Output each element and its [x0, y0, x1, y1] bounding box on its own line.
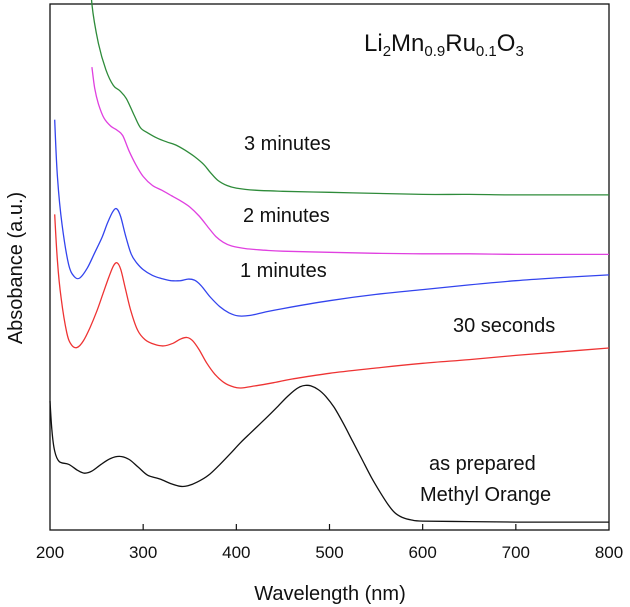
- compound-formula-label: Li2Mn0.9Ru0.1O3: [364, 30, 524, 60]
- formula-part-0: Li: [364, 30, 383, 57]
- formula-part-6: O: [497, 30, 516, 57]
- x-tick-label-700: 700: [502, 543, 530, 562]
- formula-part-4: Ru: [445, 30, 476, 57]
- y-axis-title: Absobance (a.u.): [5, 192, 27, 344]
- series-line-30s: [54, 214, 610, 389]
- x-axis-ticks: 200 300 400 500 600 700 800: [36, 524, 623, 562]
- x-tick-label-300: 300: [129, 543, 157, 562]
- formula-part-2: Mn: [391, 30, 424, 57]
- formula-part-5: 0.1: [476, 43, 497, 60]
- series-line-mo: [49, 384, 609, 523]
- annotation-1-minutes: 1 minutes: [240, 260, 327, 282]
- series-line-3min: [90, 0, 609, 196]
- annotation-30-seconds: 30 seconds: [453, 315, 555, 337]
- formula-part-1: 2: [383, 43, 391, 60]
- x-axis-title: Wavelength (nm): [254, 583, 406, 605]
- x-tick-label-400: 400: [222, 543, 250, 562]
- plot-frame: [49, 3, 610, 531]
- series-line-2min: [91, 67, 609, 256]
- formula-part-7: 3: [515, 43, 523, 60]
- annotation-2-minutes: 2 minutes: [243, 205, 330, 227]
- series-group: [49, 0, 610, 523]
- x-tick-label-200: 200: [36, 543, 64, 562]
- annotation-as-prepared: as prepared: [429, 453, 536, 475]
- series-line-1min: [54, 119, 610, 317]
- x-tick-label-500: 500: [315, 543, 343, 562]
- x-tick-label-800: 800: [595, 543, 623, 562]
- x-tick-label-600: 600: [408, 543, 436, 562]
- annotation-methyl-orange: Methyl Orange: [420, 484, 551, 506]
- annotation-3-minutes: 3 minutes: [244, 133, 331, 155]
- formula-part-3: 0.9: [424, 43, 445, 60]
